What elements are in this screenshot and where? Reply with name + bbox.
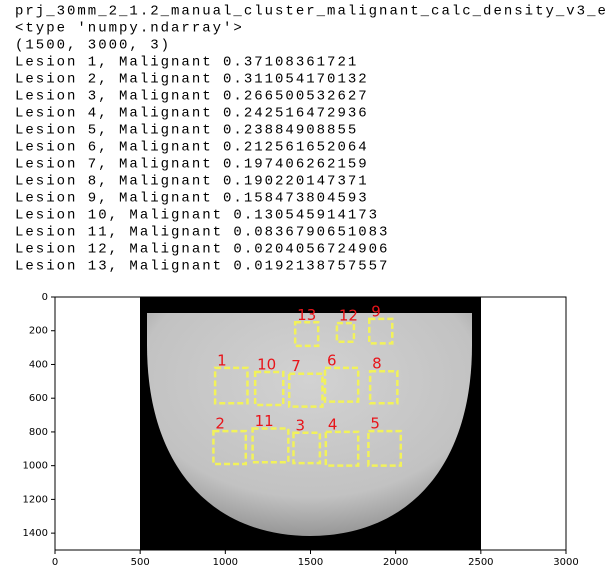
lesion-label: 5 — [370, 415, 380, 433]
y-tick-label: 1400 — [23, 528, 48, 539]
x-tick-label: 0 — [52, 557, 58, 568]
lesion-box — [292, 431, 322, 465]
output-line: Lesion 5, Malignant 0.23884908855 — [15, 123, 358, 139]
x-tick-label: 1000 — [213, 557, 238, 568]
y-tick-label: 0 — [42, 292, 48, 303]
y-tick-label: 1200 — [23, 494, 48, 505]
lesion-box — [253, 370, 285, 407]
output-line: Lesion 12, Malignant 0.0204056724906 — [15, 242, 389, 258]
lesion-label: 10 — [257, 356, 276, 374]
lesion-label: 6 — [327, 351, 337, 369]
lesion-box — [368, 369, 399, 405]
lesion-box — [324, 430, 360, 467]
x-tick-label: 2500 — [468, 557, 493, 568]
output-line: Lesion 2, Malignant 0.311054170132 — [15, 72, 369, 88]
output-line: <type 'numpy.ndarray'> — [15, 21, 244, 37]
y-tick-label: 400 — [29, 359, 48, 370]
output-line: Lesion 8, Malignant 0.190220147371 — [15, 174, 369, 190]
y-tick-label: 1000 — [23, 461, 48, 472]
x-tick-label: 500 — [131, 557, 150, 568]
output-line: Lesion 1, Malignant 0.37108361721 — [15, 55, 358, 71]
lesion-box — [212, 429, 248, 466]
y-tick-label: 600 — [29, 393, 48, 404]
output-line: Lesion 11, Malignant 0.0836790651083 — [15, 225, 389, 241]
lesion-label: 12 — [339, 307, 358, 325]
output-line: Lesion 10, Malignant 0.130545914173 — [15, 208, 379, 224]
lesion-box — [293, 321, 320, 348]
y-tick-label: 800 — [29, 427, 48, 438]
lesion-label: 13 — [297, 306, 316, 324]
output-line: Lesion 4, Malignant 0.242516472936 — [15, 106, 369, 122]
x-tick-label: 2000 — [383, 557, 408, 568]
lesion-label: 1 — [217, 351, 227, 369]
lesion-label: 3 — [295, 416, 305, 434]
output-line: (1500, 3000, 3) — [15, 38, 171, 54]
output-line: prj_30mm_2_1.2_manual_cluster_malignant_… — [15, 4, 609, 20]
lesion-label: 11 — [255, 412, 274, 430]
lesion-box — [368, 317, 394, 345]
x-tick-label: 3000 — [553, 557, 578, 568]
lesion-label: 2 — [215, 415, 225, 433]
x-tick-label: 1500 — [298, 557, 323, 568]
lesion-label: 7 — [291, 357, 301, 375]
lesion-label: 9 — [371, 302, 381, 320]
lesion-label: 8 — [372, 355, 382, 373]
output-line: Lesion 3, Malignant 0.266500532627 — [15, 89, 369, 105]
output-line: Lesion 6, Malignant 0.212561652064 — [15, 140, 369, 156]
lesion-box — [323, 366, 360, 403]
lesion-box — [251, 427, 290, 464]
lesion-box — [213, 366, 249, 405]
lesion-label: 4 — [328, 415, 338, 433]
output-line: Lesion 9, Malignant 0.158473804593 — [15, 191, 369, 207]
lesion-box — [287, 372, 324, 408]
output-line: Lesion 13, Malignant 0.0192138757557 — [15, 259, 389, 275]
lesion-box — [367, 429, 403, 467]
y-tick-label: 200 — [29, 326, 48, 337]
output-line: Lesion 7, Malignant 0.197406262159 — [15, 157, 369, 173]
